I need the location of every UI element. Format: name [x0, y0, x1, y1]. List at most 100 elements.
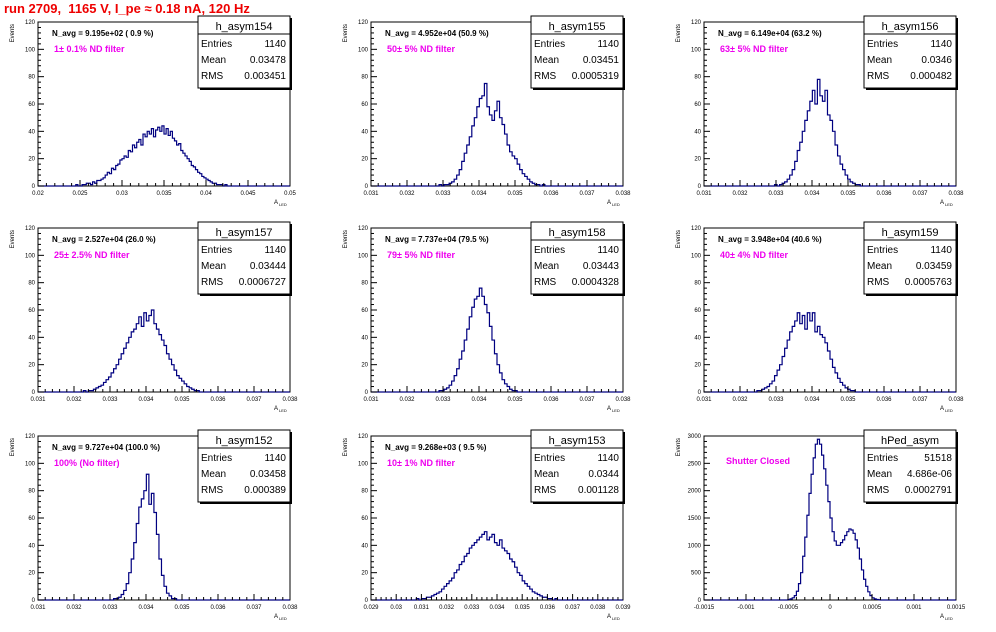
x-axis-label: A — [607, 406, 611, 412]
stats-shadow-bottom — [200, 88, 292, 90]
stats-value: 1140 — [264, 245, 286, 256]
x-tick-label: -0.0005 — [778, 605, 799, 611]
histogram-name: h_asym155 — [549, 21, 606, 33]
x-tick-label: 0.031 — [696, 191, 712, 197]
stats-frame — [530, 15, 624, 89]
y-axis-label: Events — [10, 438, 16, 456]
x-tick-label: 0.031 — [30, 605, 46, 611]
x-tick-label: 0.04 — [200, 191, 212, 197]
y-tick-label: 100 — [358, 47, 369, 53]
y-tick-label: 1000 — [688, 543, 702, 549]
y-tick-label: 20 — [694, 363, 701, 369]
stats-box: hPed_asym Entries 51518 Mean 4.686e-06 RMS 0.0… — [863, 429, 958, 504]
stats-shadow-bottom — [866, 88, 958, 90]
x-tick-label: 0.038 — [948, 397, 964, 403]
histogram-h_asym152: 0.031 0.032 0.033 0.034 0.035 0.036 0.037 0.038… — [10, 429, 298, 621]
stats-value: 0.000389 — [244, 485, 286, 496]
stats-label: Mean — [201, 261, 226, 272]
x-tick-label: 0.0005 — [863, 605, 882, 611]
y-axis-label: Events — [10, 230, 16, 248]
stats-label: RMS — [534, 71, 557, 82]
x-tick-label: 0.031 — [363, 397, 379, 403]
y-tick-label: 0 — [32, 598, 36, 604]
stats-shadow-right — [290, 432, 292, 504]
y-tick-label: 120 — [25, 226, 36, 232]
filter-label: 100% (No filter) — [54, 458, 120, 468]
stats-label: Mean — [534, 469, 559, 480]
x-tick-label: 0.036 — [876, 191, 892, 197]
n-avg-text: N_avg = 2.527e+04 (26.0 %) — [52, 235, 156, 244]
stats-value: 1140 — [597, 245, 619, 256]
y-tick-label: 80 — [28, 281, 35, 287]
x-tick-label: 0.034 — [471, 191, 487, 197]
y-axis-label: Events — [10, 24, 16, 42]
stats-frame — [530, 429, 624, 503]
x-tick-label: 0.032 — [66, 397, 82, 403]
histogram-line — [371, 287, 623, 393]
stats-value: 0.0002791 — [905, 485, 953, 496]
stats-value: 51518 — [924, 453, 952, 464]
x-tick-label: 0.045 — [240, 191, 256, 197]
y-tick-label: 100 — [25, 461, 36, 467]
histogram-line — [38, 309, 290, 393]
stats-label: Entries — [534, 453, 565, 464]
y-tick-label: 2500 — [688, 461, 702, 467]
x-tick-label: -0.0015 — [694, 605, 715, 611]
stats-value: 1140 — [930, 245, 952, 256]
x-axis-label: A — [940, 406, 944, 412]
y-tick-label: 40 — [694, 335, 701, 341]
stats-box: h_asym157 Entries 1140 Mean 0.03444 RMS 0.0006… — [197, 221, 292, 296]
x-axis-label-subscript: LED — [612, 616, 620, 621]
stats-label: RMS — [867, 71, 890, 82]
y-tick-label: 60 — [694, 308, 701, 314]
stats-shadow-bottom — [200, 502, 292, 504]
stats-label: RMS — [201, 277, 224, 288]
histogram-line — [38, 125, 290, 187]
stats-shadow-bottom — [533, 294, 625, 296]
n-avg-text: N_avg = 7.737e+04 (79.5 %) — [385, 235, 489, 244]
stats-shadow-bottom — [866, 502, 958, 504]
y-tick-label: 20 — [361, 157, 368, 163]
stats-value: 0.0006727 — [239, 277, 287, 288]
stats-value: 1140 — [597, 39, 619, 50]
stats-label: RMS — [534, 277, 557, 288]
x-tick-label: -0.001 — [737, 605, 755, 611]
stats-value: 0.03451 — [583, 55, 620, 66]
stats-label: Mean — [867, 55, 892, 66]
y-tick-label: 120 — [25, 20, 36, 26]
x-tick-label: 0.037 — [912, 397, 928, 403]
plot-area: 0.029 0.03 0.031 0.032 0.033 0.034 0.035 0.036 0… — [343, 429, 631, 621]
y-tick-label: 0 — [365, 598, 369, 604]
y-tick-label: 20 — [694, 157, 701, 163]
stats-label: RMS — [867, 485, 890, 496]
n-avg-text: N_avg = 3.948e+04 (40.6 %) — [718, 235, 822, 244]
x-tick-label: 0.029 — [363, 605, 379, 611]
stats-value: 0.0344 — [588, 469, 619, 480]
stats-frame — [197, 15, 291, 89]
stats-shadow-right — [956, 432, 958, 504]
histogram-h_asym154: 0.02 0.025 0.03 0.035 0.04 0.045 0.05 0 20 40 60 80… — [10, 15, 296, 207]
stats-shadow-right — [623, 18, 625, 90]
histogram-h_asym159: 0.031 0.032 0.033 0.034 0.035 0.036 0.037 0.038… — [676, 221, 964, 413]
stats-value: 0.000482 — [910, 71, 952, 82]
x-tick-label: 0.038 — [615, 397, 631, 403]
x-tick-label: 0.05 — [284, 191, 296, 197]
x-tick-label: 0.035 — [156, 191, 172, 197]
stats-shadow-right — [623, 432, 625, 504]
x-tick-label: 0.001 — [906, 605, 922, 611]
histogram-name: h_asym157 — [216, 227, 273, 239]
plot-area: -0.0015 -0.001 -0.0005 0 0.0005 0.001 0.0015 0 5… — [676, 429, 966, 621]
x-tick-label: 0.032 — [732, 397, 748, 403]
y-tick-label: 80 — [28, 489, 35, 495]
y-tick-label: 40 — [28, 335, 35, 341]
n-avg-text: N_avg = 9.268e+03 ( 9.5 %) — [385, 443, 487, 452]
x-axis-label: A — [274, 614, 278, 620]
stats-box: h_asym155 Entries 1140 Mean 0.03451 RMS 0.0005… — [530, 15, 625, 90]
stats-label: RMS — [201, 485, 224, 496]
x-tick-label: 0.033 — [768, 397, 784, 403]
y-tick-label: 0 — [698, 598, 702, 604]
stats-value: 1140 — [930, 39, 952, 50]
y-tick-label: 80 — [28, 75, 35, 81]
x-axis-label: A — [274, 406, 278, 412]
plot-area: 0.031 0.032 0.033 0.034 0.035 0.036 0.037 0.038… — [10, 429, 298, 621]
